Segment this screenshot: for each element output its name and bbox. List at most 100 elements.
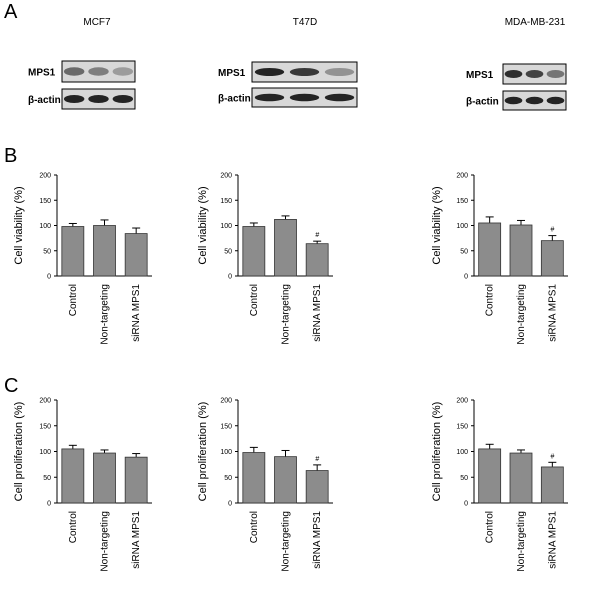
blot-label: MPS1 xyxy=(28,68,56,79)
x-tick-label: Non-targeting xyxy=(281,511,292,572)
y-tick-label: 150 xyxy=(39,198,51,205)
y-tick-label: 100 xyxy=(456,223,468,230)
y-axis-label: Cell viability (%) xyxy=(13,186,25,264)
y-tick-label: 200 xyxy=(456,398,468,405)
bar xyxy=(61,226,85,277)
bar xyxy=(242,452,266,504)
y-tick-label: 200 xyxy=(220,398,232,405)
x-tick-label: Non-targeting xyxy=(100,284,111,345)
y-tick-label: 50 xyxy=(460,475,468,482)
x-tick-label: siRNA MPS1 xyxy=(312,284,323,342)
y-tick-label: 50 xyxy=(43,248,51,255)
bar xyxy=(540,240,564,277)
blot-band xyxy=(525,96,544,105)
x-tick-label: siRNA MPS1 xyxy=(312,511,323,569)
blot-band xyxy=(112,67,134,76)
x-tick-label: Control xyxy=(249,511,260,543)
blot-band xyxy=(254,93,285,102)
blot-label: MPS1 xyxy=(466,70,494,81)
y-tick-label: 200 xyxy=(39,173,51,180)
panel-label: A xyxy=(4,1,18,23)
y-tick-label: 100 xyxy=(220,223,232,230)
y-tick-label: 200 xyxy=(456,173,468,180)
blot-band xyxy=(289,68,320,76)
blot-band xyxy=(546,96,565,105)
panel-label: B xyxy=(4,145,17,167)
bar xyxy=(509,452,533,504)
y-axis-label: Cell viability (%) xyxy=(197,186,209,264)
annotation: # xyxy=(550,453,554,460)
blot-box xyxy=(61,60,136,83)
bar xyxy=(61,448,85,504)
blot-label: β-actin xyxy=(466,97,499,108)
y-tick-label: 150 xyxy=(39,423,51,430)
annotation: # xyxy=(315,456,319,463)
blot-band xyxy=(525,70,544,78)
y-tick-label: 0 xyxy=(464,274,468,281)
blot-band xyxy=(289,93,320,102)
bar xyxy=(242,226,266,277)
x-tick-label: Control xyxy=(249,284,260,316)
y-axis-label: Cell proliferation (%) xyxy=(197,402,209,502)
annotation: # xyxy=(550,227,554,234)
y-tick-label: 150 xyxy=(456,198,468,205)
bar xyxy=(274,456,297,504)
y-tick-label: 150 xyxy=(220,198,232,205)
x-tick-label: siRNA MPS1 xyxy=(131,284,142,342)
y-tick-label: 150 xyxy=(456,423,468,430)
x-tick-label: siRNA MPS1 xyxy=(131,511,142,569)
bar xyxy=(478,222,502,277)
blot-label: β-actin xyxy=(218,94,251,105)
annotation: # xyxy=(315,232,319,239)
blot-label: MPS1 xyxy=(218,68,246,79)
bar xyxy=(509,224,533,277)
y-tick-label: 200 xyxy=(220,173,232,180)
bar xyxy=(124,456,148,504)
blot-band xyxy=(88,67,109,76)
x-tick-label: Control xyxy=(485,511,496,543)
bar xyxy=(478,448,502,504)
y-tick-label: 150 xyxy=(220,423,232,430)
y-tick-label: 50 xyxy=(43,475,51,482)
x-tick-label: Non-targeting xyxy=(516,511,527,572)
blot-band xyxy=(63,95,85,103)
bar xyxy=(305,243,329,277)
blot-band xyxy=(504,70,523,78)
blot-band xyxy=(88,95,109,103)
blot-label: β-actin xyxy=(28,95,61,106)
blot-band xyxy=(546,70,565,78)
y-tick-label: 0 xyxy=(47,274,51,281)
bar xyxy=(93,225,116,277)
y-tick-label: 0 xyxy=(228,501,232,508)
y-tick-label: 50 xyxy=(460,248,468,255)
blot-band xyxy=(324,68,355,76)
x-tick-label: Control xyxy=(485,284,496,316)
x-tick-label: Control xyxy=(68,284,79,316)
bar xyxy=(305,470,329,504)
y-tick-label: 100 xyxy=(39,449,51,456)
y-tick-label: 0 xyxy=(47,501,51,508)
blot-title: T47D xyxy=(293,17,317,28)
y-tick-label: 100 xyxy=(220,449,232,456)
y-tick-label: 0 xyxy=(464,501,468,508)
y-axis-label: Cell viability (%) xyxy=(431,186,443,264)
bar xyxy=(540,466,564,504)
blot-title: MCF7 xyxy=(83,17,111,28)
y-tick-label: 50 xyxy=(224,248,232,255)
y-tick-label: 100 xyxy=(39,223,51,230)
bar xyxy=(93,452,116,504)
x-tick-label: Non-targeting xyxy=(516,284,527,345)
x-tick-label: siRNA MPS1 xyxy=(547,511,558,569)
x-tick-label: Control xyxy=(68,511,79,543)
bar xyxy=(124,233,148,277)
x-tick-label: Non-targeting xyxy=(100,511,111,572)
y-tick-label: 100 xyxy=(456,449,468,456)
y-axis-label: Cell proliferation (%) xyxy=(13,402,25,502)
y-tick-label: 0 xyxy=(228,274,232,281)
blot-band xyxy=(254,68,285,76)
blot-band xyxy=(63,67,85,76)
blot-band xyxy=(112,95,134,103)
bar xyxy=(274,219,297,277)
blot-title: MDA-MB-231 xyxy=(505,17,566,28)
